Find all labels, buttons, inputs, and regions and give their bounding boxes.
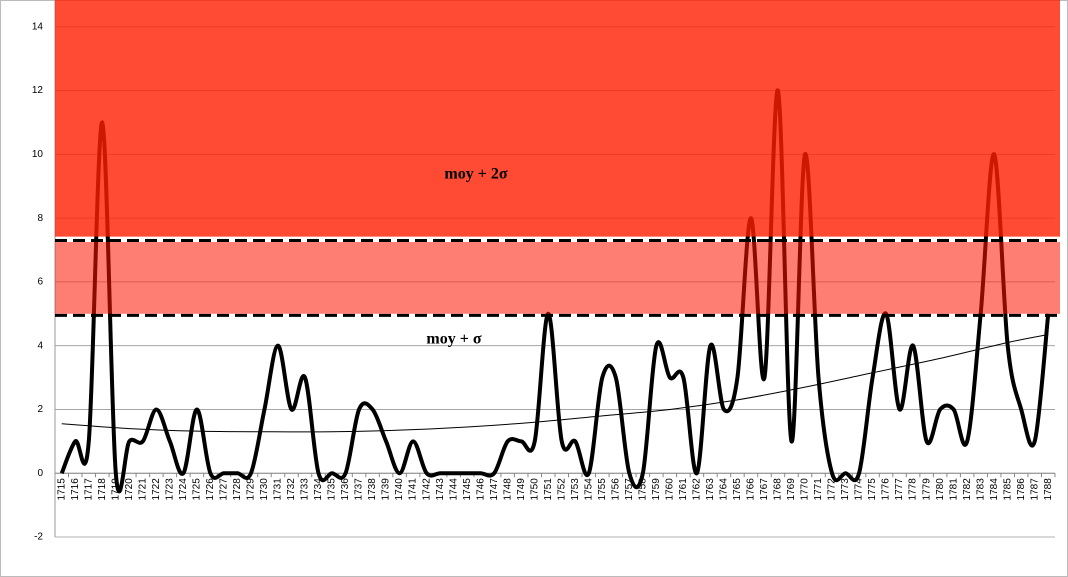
x-tick-label: 1735	[327, 478, 338, 501]
x-tick-label: 1718	[97, 478, 108, 501]
x-tick-label: 1742	[421, 478, 432, 501]
x-tick-label: 1766	[746, 478, 757, 501]
x-tick-label: 1782	[962, 478, 973, 501]
x-tick-label: 1750	[529, 478, 540, 501]
band	[55, 242, 1060, 314]
x-tick-label: 1760	[665, 478, 676, 501]
band	[55, 0, 1060, 237]
x-tick-label: 1721	[137, 478, 148, 501]
x-tick-label: 1785	[1002, 478, 1013, 501]
x-tick-label: 1738	[367, 478, 378, 501]
x-tick-label: 1745	[462, 478, 473, 501]
x-tick-label: 1776	[881, 478, 892, 501]
x-tick-label: 1748	[502, 478, 513, 501]
x-tick-label: 1759	[651, 478, 662, 501]
x-tick-label: 1763	[705, 478, 716, 501]
x-tick-label: 1767	[759, 478, 770, 501]
x-tick-label: 1755	[597, 478, 608, 501]
y-tick-label: 6	[37, 277, 43, 288]
x-tick-label: 1772	[827, 478, 838, 501]
x-tick-label: 1746	[475, 478, 486, 501]
x-tick-label: 1783	[975, 478, 986, 501]
x-tick-label: 1715	[56, 478, 67, 501]
x-tick-label: 1733	[300, 478, 311, 501]
x-tick-label: 1778	[908, 478, 919, 501]
x-tick-label: 1743	[435, 478, 446, 501]
x-tick-label: 1716	[70, 478, 81, 501]
x-tick-label: 1747	[489, 478, 500, 501]
x-tick-label: 1787	[1029, 478, 1040, 501]
x-tick-label: 1786	[1016, 478, 1027, 501]
annotation: moy + 2σ	[444, 166, 507, 183]
x-tick-label: 1780	[935, 478, 946, 501]
x-tick-label: 1752	[556, 478, 567, 501]
x-tick-label: 1731	[273, 478, 284, 501]
x-tick-label: 1734	[313, 478, 324, 501]
x-tick-label: 1774	[854, 478, 865, 501]
y-tick-label: 8	[37, 213, 43, 224]
x-tick-label: 1758	[637, 478, 648, 501]
x-tick-label: 1737	[354, 478, 365, 501]
x-tick-label: 1739	[381, 478, 392, 501]
data-line	[59, 88, 1051, 494]
x-tick-label: 1762	[692, 478, 703, 501]
x-tick-label: 1754	[583, 478, 594, 501]
x-tick-label: 1722	[151, 478, 162, 501]
y-tick-label: 12	[32, 85, 44, 96]
x-tick-label: 1753	[570, 478, 581, 501]
x-tick-label: 1757	[624, 478, 635, 501]
y-tick-label: 0	[37, 468, 43, 479]
x-tick-label: 1717	[83, 478, 94, 501]
x-tick-label: 1726	[205, 478, 216, 501]
x-tick-label: 1761	[678, 478, 689, 501]
x-tick-label: 1779	[921, 478, 932, 501]
x-tick-label: 1728	[232, 478, 243, 501]
x-tick-label: 1781	[948, 478, 959, 501]
x-tick-label: 1770	[800, 478, 811, 501]
x-tick-label: 1751	[543, 478, 554, 501]
x-tick-label: 1769	[786, 478, 797, 501]
x-tick-label: 1744	[448, 478, 459, 501]
x-tick-label: 1765	[732, 478, 743, 501]
y-tick-label: -2	[34, 532, 43, 543]
x-tick-label: 1768	[773, 478, 784, 501]
x-tick-label: 1788	[1043, 478, 1054, 501]
x-tick-label: 1730	[259, 478, 270, 501]
x-tick-label: 1723	[165, 478, 176, 501]
y-tick-label: 2	[37, 404, 43, 415]
trend-line	[61, 334, 1049, 433]
x-tick-label: 1771	[813, 478, 824, 501]
x-tick-label: 1749	[516, 478, 527, 501]
x-tick-label: 1725	[192, 478, 203, 501]
x-tick-label: 1756	[610, 478, 621, 501]
x-tick-label: 1740	[394, 478, 405, 501]
annotation: moy + σ	[426, 331, 481, 348]
x-tick-label: 1777	[894, 478, 905, 501]
x-tick-label: 1729	[246, 478, 257, 501]
x-tick-label: 1736	[340, 478, 351, 501]
x-tick-label: 1720	[124, 478, 135, 501]
x-tick-label: 1775	[867, 478, 878, 501]
y-tick-label: 4	[37, 340, 43, 351]
y-tick-label: 14	[32, 21, 44, 32]
x-tick-label: 1764	[719, 478, 730, 501]
y-tick-label: 10	[32, 149, 44, 160]
x-tick-label: 1724	[178, 478, 189, 501]
x-tick-label: 1741	[408, 478, 419, 501]
x-tick-label: 1727	[219, 478, 230, 501]
x-tick-label: 1773	[840, 478, 851, 501]
x-tick-label: 1784	[989, 478, 1000, 501]
x-tick-label: 1732	[286, 478, 297, 501]
